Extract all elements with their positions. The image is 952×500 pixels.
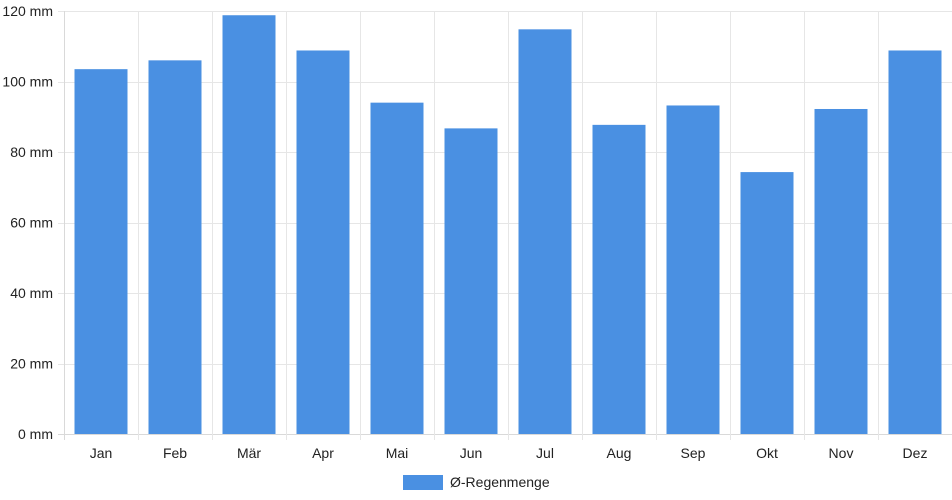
grid-lines <box>58 11 952 440</box>
x-tick-label: Sep <box>681 445 706 461</box>
x-axis-ticks: Jan Feb Mär Apr Mai Jun Jul Aug Sep Okt Nov Dez <box>90 445 928 461</box>
bar[interactable] <box>666 105 720 434</box>
x-tick-label: Nov <box>829 445 854 461</box>
legend-swatch[interactable] <box>403 475 443 490</box>
y-axis-ticks: 0 mm 20 mm 40 mm 60 mm 80 mm 100 mm 120 mm <box>2 3 53 442</box>
legend-label[interactable]: Ø-Regenmenge <box>450 474 550 490</box>
bar[interactable] <box>814 108 868 435</box>
y-tick-label: 80 mm <box>10 144 53 160</box>
y-tick-label: 20 mm <box>10 356 53 372</box>
x-tick-label: Jan <box>90 445 113 461</box>
bars <box>74 15 942 435</box>
bar[interactable] <box>74 69 128 434</box>
x-tick-label: Aug <box>607 445 632 461</box>
bar[interactable] <box>222 15 276 434</box>
bar[interactable] <box>444 128 498 434</box>
x-tick-label: Okt <box>756 445 778 461</box>
bar[interactable] <box>518 29 572 435</box>
y-tick-label: 40 mm <box>10 285 53 301</box>
bar[interactable] <box>888 50 942 434</box>
bar[interactable] <box>740 172 794 434</box>
x-tick-label: Feb <box>163 445 187 461</box>
bar[interactable] <box>370 102 424 435</box>
bar[interactable] <box>296 50 350 434</box>
y-tick-label: 120 mm <box>2 3 53 19</box>
x-tick-label: Mai <box>386 445 409 461</box>
bar[interactable] <box>592 124 646 435</box>
x-tick-label: Apr <box>312 445 334 461</box>
legend[interactable]: Ø-Regenmenge <box>403 474 550 490</box>
x-tick-label: Dez <box>903 445 928 461</box>
y-tick-label: 60 mm <box>10 215 53 231</box>
x-tick-label: Jun <box>460 445 483 461</box>
bar[interactable] <box>148 60 202 434</box>
x-tick-label: Mär <box>237 445 261 461</box>
x-tick-label: Jul <box>536 445 554 461</box>
y-tick-label: 0 mm <box>18 426 53 442</box>
y-tick-label: 100 mm <box>2 74 53 90</box>
